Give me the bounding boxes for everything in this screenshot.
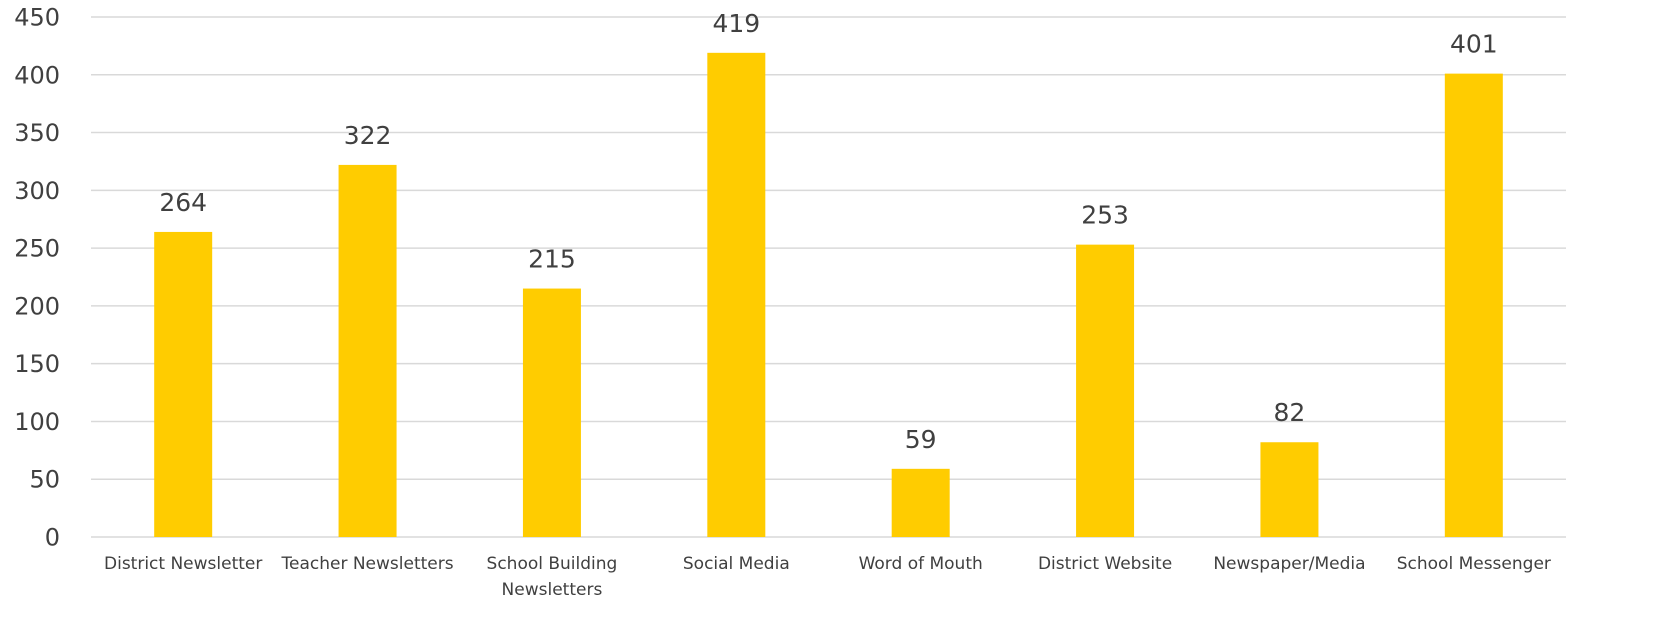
y-tick-label: 50	[29, 466, 60, 494]
x-category-label: Word of Mouth	[859, 554, 983, 574]
data-label: 215	[528, 245, 576, 274]
gridlines	[91, 16, 1566, 538]
y-tick-label: 350	[14, 119, 60, 147]
x-category-label-line: Word of Mouth	[859, 554, 983, 574]
data-label: 253	[1081, 201, 1129, 230]
data-label: 82	[1274, 398, 1306, 427]
data-label: 401	[1450, 30, 1498, 59]
x-category-label-line: District Newsletter	[104, 554, 262, 574]
x-axis-category-labels: District Newsletter Teacher Newsletters Sc…	[104, 554, 1551, 600]
data-label: 322	[344, 121, 392, 150]
x-category-label: School Messenger	[1397, 554, 1551, 574]
data-label: 264	[159, 188, 207, 217]
x-category-label: District Website	[1038, 554, 1172, 574]
bar	[891, 468, 950, 537]
data-label: 59	[905, 425, 937, 454]
bar	[154, 231, 213, 537]
x-category-label-line: Social Media	[683, 554, 790, 574]
data-labels: 264 322 215 419 59 253 82 401	[159, 9, 1497, 454]
x-category-label-line: School Messenger	[1397, 554, 1551, 574]
y-tick-label: 200	[14, 292, 60, 320]
y-tick-label: 300	[14, 177, 60, 205]
y-tick-label: 250	[14, 235, 60, 263]
x-category-label: Teacher Newsletters	[281, 554, 454, 574]
x-category-label-line: Newspaper/Media	[1213, 554, 1365, 574]
x-category-label-line: School Building	[487, 554, 618, 574]
y-tick-label: 450	[14, 4, 60, 32]
bar	[1260, 442, 1319, 537]
x-category-label-line: Newsletters	[502, 580, 603, 600]
bar	[522, 288, 581, 537]
y-tick-label: 0	[45, 524, 60, 552]
x-category-label: District Newsletter	[104, 554, 262, 574]
y-axis-tick-labels: 0 50 100 150 200 250 300 350 400 450	[14, 4, 60, 552]
y-tick-label: 100	[14, 408, 60, 436]
x-category-label-line: District Website	[1038, 554, 1172, 574]
bars	[154, 52, 1503, 537]
bar	[1076, 244, 1135, 537]
y-tick-label: 400	[14, 61, 60, 89]
bar	[338, 164, 397, 537]
bar	[1444, 73, 1503, 537]
x-category-label: Social Media	[683, 554, 790, 574]
x-category-label: Newspaper/Media	[1213, 554, 1365, 574]
x-category-label-line: Teacher Newsletters	[281, 554, 454, 574]
x-category-label: School Building Newsletters	[487, 554, 618, 600]
y-tick-label: 150	[14, 350, 60, 378]
data-label: 419	[712, 9, 760, 38]
bar	[707, 52, 766, 537]
